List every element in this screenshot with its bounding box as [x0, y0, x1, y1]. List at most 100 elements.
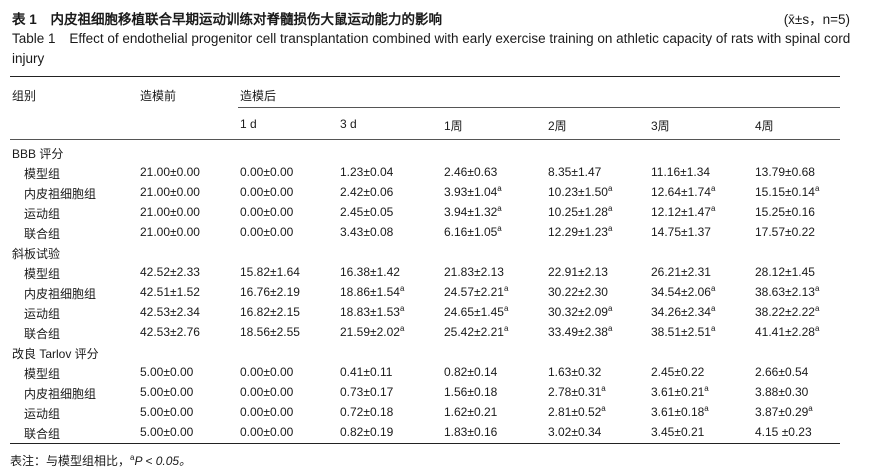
cell-value: 41.41±2.28	[755, 325, 815, 339]
significance-marker: a	[607, 184, 613, 193]
cell-value: 22.91±2.13	[548, 265, 608, 279]
table-cell: 10.25±1.28a	[548, 205, 612, 220]
row-group-label: 模型组	[24, 367, 61, 381]
table-label-cn: 表 1	[12, 12, 37, 27]
significance-marker: a	[710, 304, 716, 313]
cell-value: 21.00±0.00	[140, 225, 200, 239]
significance-marker: a	[710, 284, 716, 293]
cell-value: 0.41±0.11	[340, 365, 393, 379]
significance-marker: a	[601, 404, 606, 413]
table-cell: 41.41±2.28a	[755, 324, 820, 340]
header-before: 造模前	[140, 89, 177, 103]
table-cell: 42.52±2.33	[140, 265, 200, 279]
row-group-label: 联合组	[24, 327, 61, 341]
table-cell: 3.88±0.30	[755, 385, 808, 399]
header-group: 组别	[12, 89, 37, 103]
cell-value: 4.15 ±0.23	[755, 425, 812, 439]
header-timepoint: 3周	[651, 119, 670, 133]
table-cell: 42.51±1.52	[140, 285, 200, 299]
table-cell: 21.83±2.13	[444, 265, 504, 279]
cell-value: 12.12±1.47	[651, 205, 711, 219]
significance-marker: a	[704, 384, 709, 393]
cell-value: 15.25±0.16	[755, 205, 815, 219]
table-cell: 17.57±0.22	[755, 225, 815, 239]
table-cell: 0.00±0.00	[240, 205, 293, 219]
table-cell: 5.00±0.00	[140, 405, 193, 419]
cell-value: 3.45±0.21	[651, 425, 705, 439]
table-cell: 12.12±1.47a	[651, 204, 716, 220]
cell-value: 5.00±0.00	[140, 385, 194, 399]
cell-value: 10.25±1.28	[548, 205, 608, 219]
table-cell: 18.56±2.55	[240, 325, 300, 339]
cell-value: 1.63±0.32	[548, 365, 602, 379]
table-cell: 1.83±0.16	[444, 425, 497, 439]
cell-value: 21.00±0.00	[140, 185, 200, 199]
table-cell: 2.66±0.54	[755, 365, 808, 379]
table-cell: 34.54±2.06a	[651, 284, 716, 300]
table-cell: 8.35±1.47	[548, 165, 601, 179]
significance-marker: a	[607, 324, 613, 333]
table-cell: 0.00±0.00	[240, 385, 293, 399]
table-cell: 15.25±0.16	[755, 205, 815, 219]
cell-value: 34.54±2.06	[651, 285, 711, 299]
significance-marker: a	[710, 324, 716, 333]
table-cell: 12.29±1.23a	[548, 225, 612, 240]
cell-value: 17.57±0.22	[755, 225, 815, 239]
statistics-note: (x̄±s，n=5)	[783, 12, 850, 27]
cell-value: 6.16±1.05	[444, 225, 498, 239]
cell-value: 16.82±2.15	[240, 305, 300, 319]
table-cell: 21.00±0.00	[140, 165, 200, 179]
cell-value: 0.82±0.19	[340, 425, 394, 439]
cell-value: 21.00±0.00	[140, 205, 200, 219]
table-cell: 5.00±0.00	[140, 365, 193, 379]
table-cell: 1.62±0.21	[444, 405, 497, 419]
table-cell: 14.75±1.37	[651, 225, 711, 239]
table-cell: 18.83±1.53a	[340, 305, 404, 320]
cell-value: 2.78±0.31	[548, 385, 602, 399]
cell-value: 3.93±1.04	[444, 185, 498, 199]
row-group-label: 运动组	[24, 307, 61, 321]
table-cell: 13.79±0.68	[755, 165, 815, 179]
table-cell: 0.41±0.11	[340, 365, 392, 379]
table-cell: 30.32±2.09a	[548, 305, 612, 320]
significance-marker: a	[503, 284, 509, 293]
cell-value: 30.32±2.09	[548, 305, 608, 319]
row-group-label: 联合组	[24, 227, 61, 241]
table-cell: 30.22±2.30	[548, 285, 608, 299]
table-title-cn-text: 内皮祖细胞移植联合早期运动训练对脊髓损伤大鼠运动能力的影响	[50, 12, 443, 27]
table-cell: 3.45±0.21	[651, 425, 704, 439]
cell-value: 0.73±0.17	[340, 385, 394, 399]
table-cell: 0.73±0.17	[340, 385, 393, 399]
table-cell: 22.91±2.13	[548, 265, 608, 279]
table-cell: 0.82±0.19	[340, 425, 393, 439]
table-cell: 0.00±0.00	[240, 365, 293, 379]
footnote-prefix: 表注：与模型组相比，	[10, 454, 131, 468]
significance-marker: a	[814, 184, 820, 193]
cell-value: 24.57±2.21	[444, 285, 504, 299]
table-cell: 3.43±0.08	[340, 225, 393, 239]
header-bottom-rule	[10, 139, 840, 140]
cell-value: 10.23±1.50	[548, 185, 608, 199]
cell-value: 16.38±1.42	[340, 265, 400, 279]
cell-value: 11.16±1.34	[651, 165, 711, 179]
table-cell: 38.51±2.51a	[651, 324, 716, 340]
cell-value: 15.15±0.14	[755, 185, 815, 199]
significance-marker: a	[814, 324, 820, 333]
table-cell: 2.81±0.52a	[548, 404, 606, 420]
table-bottom-rule	[10, 443, 840, 444]
cell-value: 0.00±0.00	[240, 425, 294, 439]
row-group-label: 内皮祖细胞组	[24, 387, 97, 401]
cell-value: 2.81±0.52	[548, 405, 602, 419]
header-timepoint: 2周	[548, 119, 567, 133]
cell-value: 8.35±1.47	[548, 165, 602, 179]
table-cell: 12.64±1.74a	[651, 185, 715, 200]
table-cell: 21.00±0.00	[140, 225, 200, 239]
table-cell: 15.15±0.14a	[755, 184, 820, 200]
table-cell: 6.16±1.05a	[444, 225, 502, 240]
cell-value: 1.83±0.16	[444, 425, 498, 439]
cell-value: 3.88±0.30	[755, 385, 809, 399]
cell-value: 0.00±0.00	[240, 405, 294, 419]
header-timepoint: 3 d	[340, 117, 357, 131]
significance-marker: a	[710, 204, 716, 213]
table-cell: 3.87±0.29a	[755, 405, 813, 420]
